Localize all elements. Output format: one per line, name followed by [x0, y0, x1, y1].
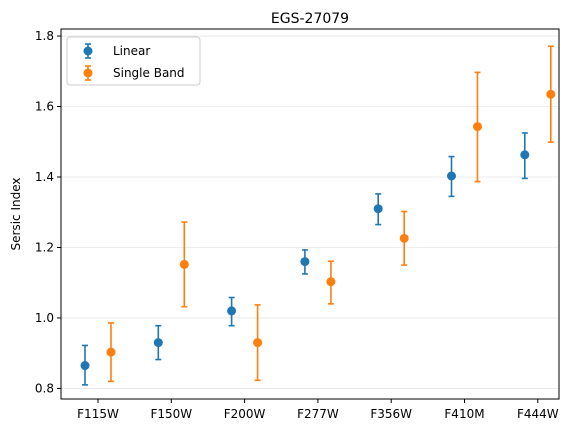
x-axis: F115W F150W F200W F277W F356W F410M F444W	[77, 399, 559, 421]
data-point	[253, 338, 263, 348]
data-marks	[80, 45, 556, 386]
legend-marker	[83, 46, 93, 56]
data-point	[399, 233, 409, 243]
series-1	[106, 45, 556, 383]
y-tick-label: 1.6	[35, 100, 54, 114]
x-tick-label: F410M	[444, 407, 484, 421]
y-axis: 0.8 1.0 1.2 1.4 1.6 1.8	[35, 29, 61, 395]
y-tick-label: 1.4	[35, 170, 54, 184]
x-tick-label: F200W	[224, 407, 266, 421]
data-point	[80, 361, 90, 371]
grid-lines	[61, 35, 559, 389]
data-point	[300, 257, 310, 267]
series-0	[80, 132, 530, 386]
plot-frame	[60, 28, 560, 400]
y-tick-label: 1.2	[35, 240, 54, 254]
data-point	[179, 259, 189, 269]
x-tick-label: F277W	[297, 407, 339, 421]
legend-label: Linear	[113, 44, 150, 58]
chart-title: EGS-27079	[271, 11, 349, 27]
x-tick-label: F356W	[370, 407, 412, 421]
y-tick-label: 0.8	[35, 381, 54, 395]
data-point	[326, 277, 336, 287]
x-tick-label: F150W	[150, 407, 192, 421]
legend: Linear Single Band	[66, 36, 201, 86]
data-point	[473, 122, 482, 132]
data-point	[106, 347, 116, 357]
y-axis-label: Sersic Index	[9, 178, 23, 251]
y-tick-label: 1.8	[35, 29, 54, 43]
data-point	[227, 306, 237, 316]
data-point	[447, 171, 456, 181]
legend-marker	[83, 68, 93, 78]
data-point	[546, 89, 556, 99]
y-tick-label: 1.0	[35, 311, 54, 325]
x-tick-label: F444W	[517, 407, 559, 421]
data-point	[520, 150, 530, 160]
data-point	[153, 338, 163, 348]
legend-label: Single Band	[113, 66, 185, 80]
data-point	[373, 204, 383, 214]
legend-box	[66, 36, 201, 86]
x-tick-label: F115W	[77, 407, 119, 421]
